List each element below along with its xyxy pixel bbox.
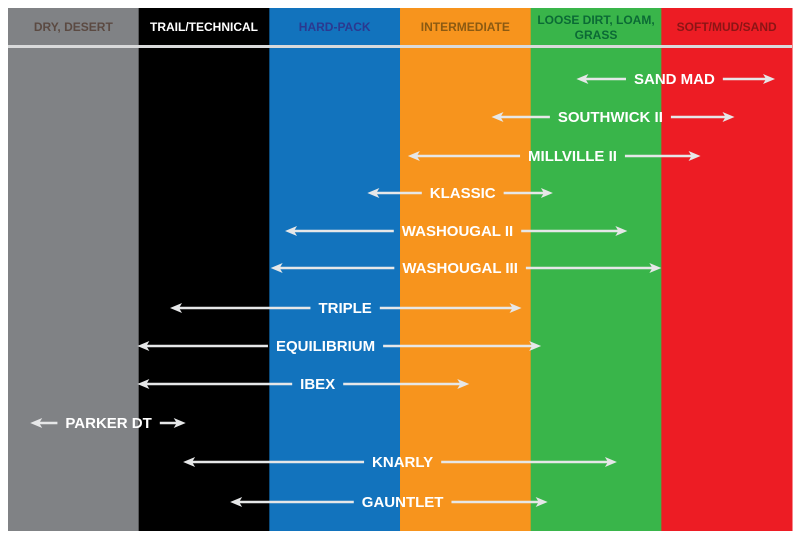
tire-range-arrow: KNARLY	[183, 454, 617, 471]
tire-name: PARKER DT	[65, 415, 151, 432]
terrain-header: SOFT/MUD/SAND	[677, 20, 777, 34]
tire-range-arrow: WASHOUGAL II	[285, 223, 628, 240]
terrain-column	[530, 8, 662, 531]
arrow-right-icon	[604, 457, 617, 467]
arrow-left-icon	[285, 226, 298, 236]
terrain-column	[661, 8, 793, 531]
arrow-right-icon	[688, 151, 701, 161]
arrow-right-icon	[615, 226, 628, 236]
arrow-right-icon	[763, 74, 776, 84]
arrow-left-icon	[407, 151, 420, 161]
terrain-header: TRAIL/TECHNICAL	[150, 20, 258, 34]
terrain-header: INTERMEDIATE	[421, 20, 510, 34]
arrow-left-icon	[137, 379, 150, 389]
tire-range-arrow: IBEX	[137, 376, 470, 393]
arrow-right-icon	[722, 112, 735, 122]
terrain-header: DRY, DESERT	[34, 20, 114, 34]
tire-name: MILLVILLE II	[528, 148, 617, 165]
tire-name: KNARLY	[372, 454, 433, 471]
tire-name: WASHOUGAL III	[402, 260, 518, 277]
tire-range-arrow: EQUILIBRIUM	[137, 338, 542, 355]
header-divider	[8, 45, 793, 48]
arrow-right-icon	[173, 418, 186, 428]
terrain-header: HARD-PACK	[299, 20, 371, 34]
arrow-left-icon	[367, 188, 380, 198]
tire-name: GAUNTLET	[362, 494, 444, 511]
arrow-right-icon	[509, 303, 522, 313]
tire-range-arrow: WASHOUGAL III	[270, 260, 662, 277]
terrain-column	[8, 8, 140, 531]
tire-range-arrow: SAND MAD	[576, 71, 776, 88]
arrow-left-icon	[30, 418, 43, 428]
tire-name: KLASSIC	[430, 185, 496, 202]
arrow-right-icon	[529, 341, 542, 351]
terrain-column	[138, 8, 270, 531]
terrain-column	[400, 8, 532, 531]
tire-name: EQUILIBRIUM	[276, 338, 375, 355]
arrow-left-icon	[183, 457, 196, 467]
terrain-column	[269, 8, 401, 531]
arrow-right-icon	[457, 379, 470, 389]
arrow-left-icon	[170, 303, 183, 313]
tire-name: SAND MAD	[634, 71, 715, 88]
tire-range-arrow: SOUTHWICK II	[491, 109, 735, 126]
arrow-left-icon	[576, 74, 589, 84]
arrow-right-icon	[649, 263, 662, 273]
arrow-left-icon	[270, 263, 283, 273]
arrow-right-icon	[540, 188, 553, 198]
arrow-left-icon	[230, 497, 243, 507]
arrow-left-icon	[491, 112, 504, 122]
tire-name: WASHOUGAL II	[402, 223, 513, 240]
tire-range-arrow: PARKER DT	[30, 415, 186, 432]
arrow-right-icon	[535, 497, 548, 507]
tire-name: IBEX	[300, 376, 335, 393]
tire-range-arrow: GAUNTLET	[230, 494, 548, 511]
tire-range-arrow: TRIPLE	[170, 300, 522, 317]
tire-range-arrow: KLASSIC	[367, 185, 553, 202]
arrow-left-icon	[137, 341, 150, 351]
tire-name: TRIPLE	[318, 300, 371, 317]
terrain-header: LOOSE DIRT, LOAM, GRASS	[537, 13, 654, 42]
tire-name: SOUTHWICK II	[558, 109, 663, 126]
tire-range-arrow: MILLVILLE II	[407, 148, 701, 165]
